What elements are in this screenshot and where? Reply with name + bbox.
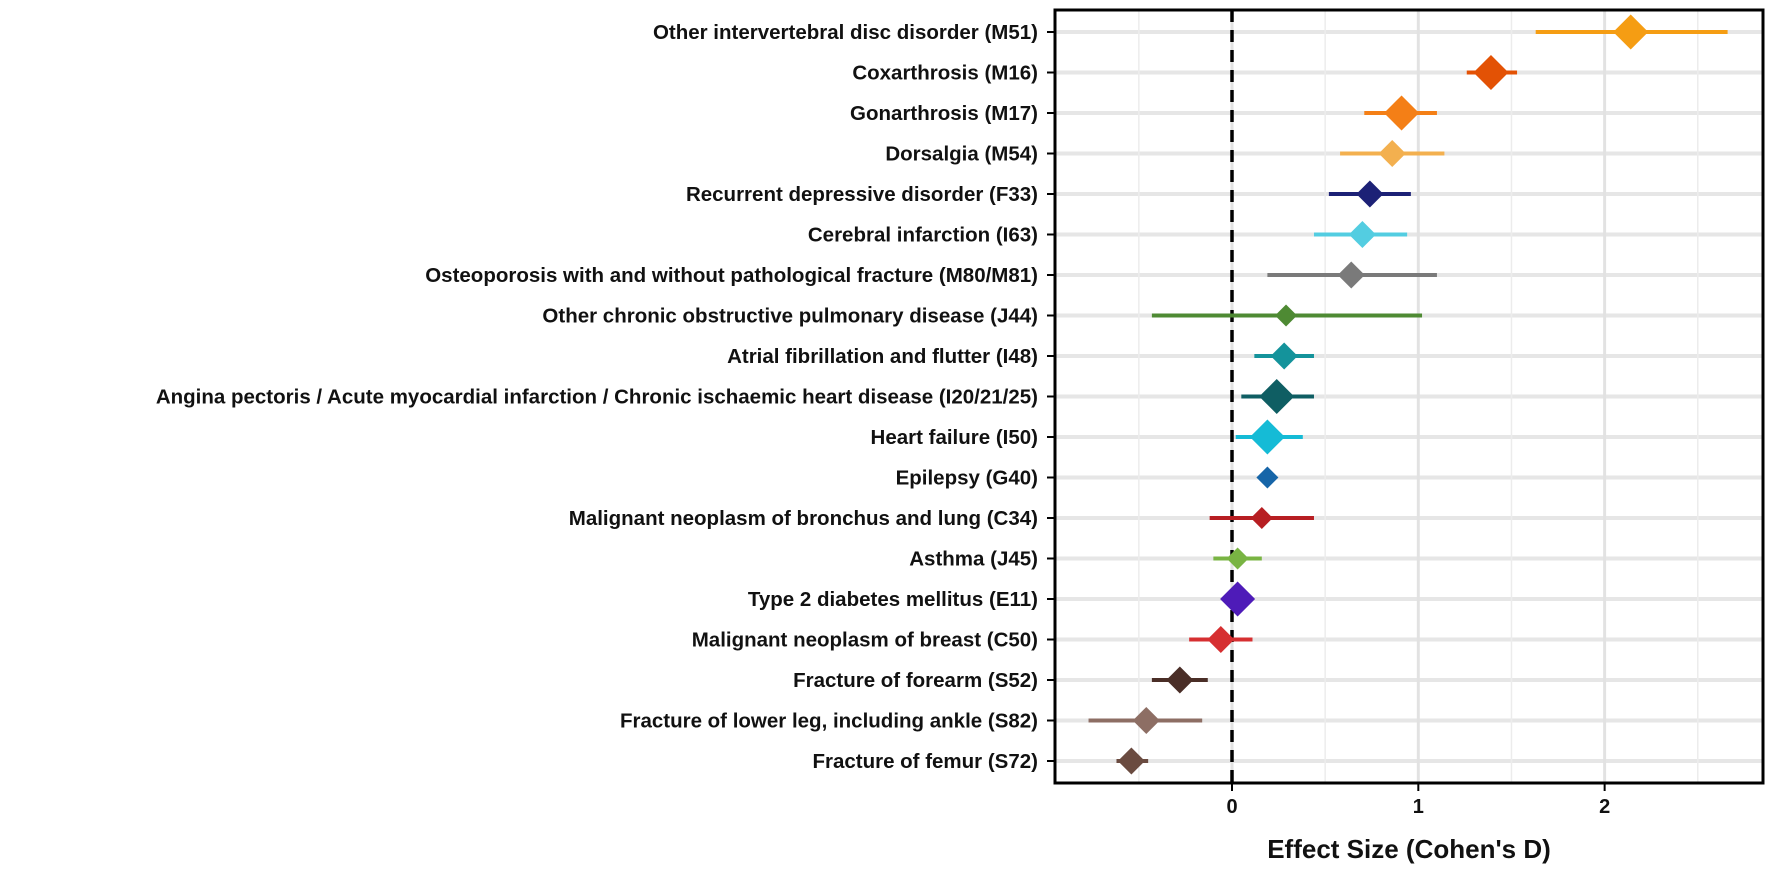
- x-tick-label: 2: [1599, 796, 1610, 818]
- category-label: Heart failure (I50): [871, 426, 1038, 449]
- category-label: Malignant neoplasm of bronchus and lung …: [569, 507, 1038, 530]
- category-label: Cerebral infarction (I63): [808, 224, 1038, 247]
- category-label: Fracture of lower leg, including ankle (…: [620, 710, 1038, 733]
- effect-diamond: [1117, 747, 1145, 775]
- x-tick-label: 0: [1226, 796, 1237, 818]
- category-label: Fracture of forearm (S52): [793, 669, 1038, 692]
- category-label: Recurrent depressive disorder (F33): [686, 183, 1038, 206]
- effect-diamond: [1256, 466, 1279, 489]
- effect-diamond: [1250, 507, 1273, 529]
- effect-diamond: [1348, 221, 1376, 248]
- category-label: Atrial fibrillation and flutter (I48): [727, 345, 1038, 368]
- category-label: Malignant neoplasm of breast (C50): [692, 629, 1038, 652]
- effect-diamond: [1337, 261, 1365, 289]
- category-label: Gonarthrosis (M17): [850, 102, 1038, 125]
- x-tick-layer: 0 1 2: [1226, 783, 1610, 818]
- category-label: Type 2 diabetes mellitus (E11): [748, 588, 1038, 611]
- marker-layer: [1117, 14, 1649, 775]
- effect-diamond: [1275, 304, 1298, 327]
- category-label: Fracture of femur (S72): [812, 750, 1038, 773]
- category-label: Asthma (J45): [909, 548, 1038, 571]
- effect-diamond: [1207, 626, 1235, 653]
- effect-diamond: [1166, 666, 1194, 694]
- x-axis-title: Effect Size (Cohen's D): [1267, 834, 1551, 864]
- effect-diamond: [1378, 140, 1406, 167]
- effect-diamond: [1132, 707, 1160, 734]
- category-label: Angina pectoris / Acute myocardial infar…: [156, 386, 1038, 409]
- effect-diamond: [1259, 379, 1295, 414]
- effect-diamond: [1384, 95, 1420, 131]
- category-label: Coxarthrosis (M16): [852, 62, 1038, 85]
- effect-diamond: [1473, 55, 1509, 90]
- category-label: Other chronic obstructive pulmonary dise…: [542, 305, 1038, 328]
- category-label: Other intervertebral disc disorder (M51): [653, 21, 1038, 44]
- effect-diamond: [1226, 547, 1249, 570]
- category-label: Osteoporosis with and without pathologic…: [425, 264, 1038, 287]
- category-label-layer: Other intervertebral disc disorder (M51)…: [156, 21, 1055, 773]
- x-tick-label: 1: [1413, 796, 1424, 818]
- category-label: Epilepsy (G40): [896, 467, 1038, 490]
- effect-diamond: [1220, 581, 1256, 617]
- effect-diamond: [1249, 419, 1285, 455]
- effect-diamond: [1356, 180, 1384, 208]
- effect-diamond: [1613, 14, 1649, 50]
- effect-diamond: [1270, 342, 1298, 370]
- category-label: Dorsalgia (M54): [885, 143, 1038, 166]
